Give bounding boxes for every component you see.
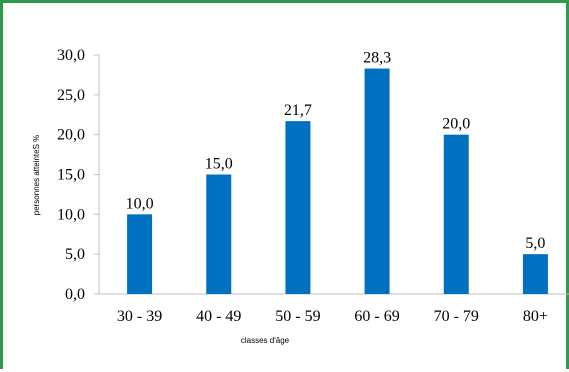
plot-area: 0,0 5,0 10,0 15,0 20,0 25,0 30,0 10,0 30 - 39 15,… <box>57 47 569 325</box>
bar <box>285 121 311 294</box>
y-axis-label: personnes atteinteS % <box>32 135 41 216</box>
y-tick-label: 20,0 <box>57 127 85 144</box>
data-label: 21,7 <box>284 102 312 119</box>
x-tick-label: 40 - 49 <box>196 308 241 325</box>
y-tick-label: 30,0 <box>57 47 85 64</box>
data-label: 5,0 <box>525 235 545 252</box>
y-tick-label: 25,0 <box>57 87 85 104</box>
y-tick-label: 0,0 <box>65 286 85 303</box>
y-tick-label: 15,0 <box>57 167 85 184</box>
data-label: 20,0 <box>442 116 470 133</box>
data-label: 28,3 <box>363 50 391 67</box>
bar <box>522 254 548 294</box>
y-tick-label: 10,0 <box>57 206 85 223</box>
bar-chart: personnes atteinteS % classes d'âge 0,0 5… <box>32 47 569 345</box>
bar <box>364 68 390 294</box>
x-tick-label: 30 - 39 <box>117 308 162 325</box>
x-tick-label: 80+ <box>523 308 548 325</box>
data-label: 15,0 <box>205 156 233 173</box>
data-label: 10,0 <box>126 195 154 212</box>
x-tick-label: 70 - 79 <box>434 308 479 325</box>
x-tick-label: 50 - 59 <box>275 308 320 325</box>
bar <box>127 214 153 294</box>
y-tick-label: 5,0 <box>65 246 85 263</box>
x-axis-label: classes d'âge <box>241 336 290 345</box>
x-tick-label: 60 - 69 <box>354 308 399 325</box>
bar <box>443 134 469 294</box>
bar <box>206 174 232 294</box>
